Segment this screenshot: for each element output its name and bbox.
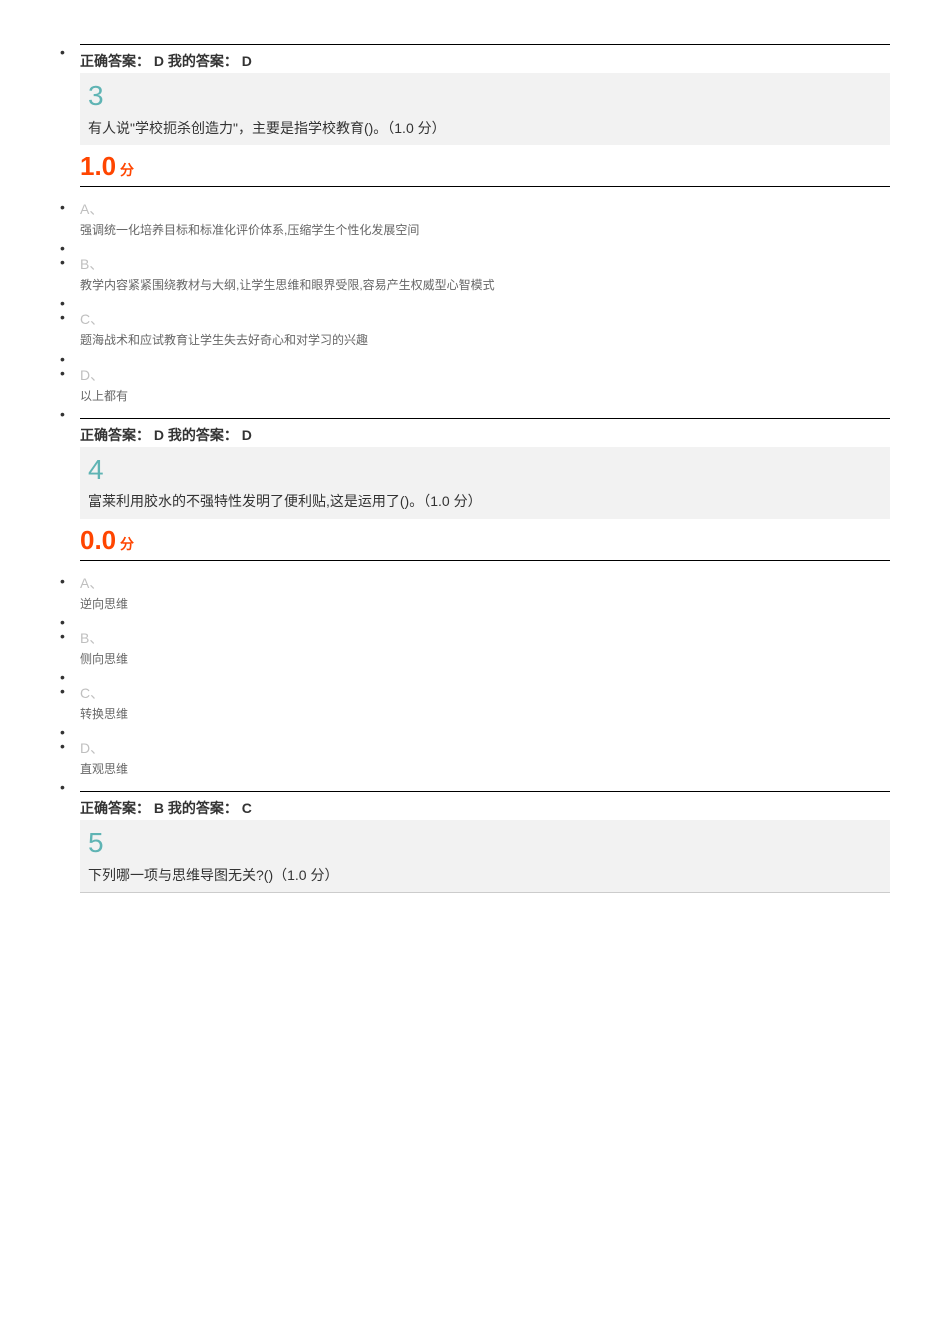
list-item [60,724,890,738]
list-item: 正确答案： B 我的答案： C 5 下列哪一项与思维导图无关?()（1.0 分） [60,779,890,893]
option-label-a: A、 [80,573,890,593]
list-item [60,240,890,254]
option-text: 直观思维 [80,760,890,779]
option-text: 教学内容紧紧围绕教材与大纲,让学生思维和眼界受限,容易产生权威型心智模式 [80,276,890,295]
question-text: 有人说"学校扼杀创造力"，主要是指学校教育()。（1.0 分） [88,117,882,139]
list-item: B、 侧向思维 [60,628,890,669]
option-text: 强调统一化培养目标和标准化评价体系,压缩学生个性化发展空间 [80,221,890,240]
option-label-c: C、 [80,309,890,329]
option-label-d: D、 [80,738,890,758]
option-text: 逆向思维 [80,595,890,614]
list-item: D、 以上都有 [60,365,890,406]
option-text: 侧向思维 [80,650,890,669]
correct-answer-label: 正确答案： [80,800,150,816]
option-label-b: B、 [80,254,890,274]
list-item: 正确答案： D 我的答案： D 4 富莱利用胶水的不强特性发明了便利贴,这是运用… [60,406,890,561]
correct-answer-value: D [154,53,164,69]
question-list: 正确答案： D 我的答案： D 3 有人说"学校扼杀创造力"，主要是指学校教育(… [60,44,890,893]
option-label-a: A、 [80,199,890,219]
option-label-d: D、 [80,365,890,385]
list-item: B、 教学内容紧紧围绕教材与大纲,让学生思维和眼界受限,容易产生权威型心智模式 [60,254,890,295]
option-label-c: C、 [80,683,890,703]
list-item: A、 强调统一化培养目标和标准化评价体系,压缩学生个性化发展空间 [60,199,890,240]
question-block-3: 3 有人说"学校扼杀创造力"，主要是指学校教育()。（1.0 分） [80,73,890,145]
correct-answer-label: 正确答案： [80,427,150,443]
question-text: 富莱利用胶水的不强特性发明了便利贴,这是运用了()。（1.0 分） [88,490,882,512]
list-item [60,614,890,628]
option-text: 题海战术和应试教育让学生失去好奇心和对学习的兴趣 [80,331,890,350]
question-number: 4 [88,453,882,487]
my-answer-label: 我的答案： [168,800,238,816]
score-unit: 分 [116,162,134,178]
list-item: 正确答案： D 我的答案： D 3 有人说"学校扼杀创造力"，主要是指学校教育(… [60,44,890,187]
option-text: 以上都有 [80,387,890,406]
correct-answer-value: B [154,800,164,816]
my-answer-label: 我的答案： [168,53,238,69]
list-item: A、 逆向思维 [60,573,890,614]
score-value: 1.0 [80,151,116,181]
list-item [60,351,890,365]
score-line: 0.0 分 [80,519,890,561]
score-line: 1.0 分 [80,145,890,187]
score-value: 0.0 [80,525,116,555]
correct-answer-label: 正确答案： [80,53,150,69]
my-answer-label: 我的答案： [168,427,238,443]
correct-answer-value: D [154,427,164,443]
answer-bar: 正确答案： D 我的答案： D [80,44,890,71]
list-item: D、 直观思维 [60,738,890,779]
question-text: 下列哪一项与思维导图无关?()（1.0 分） [88,864,882,886]
question-block-5: 5 下列哪一项与思维导图无关?()（1.0 分） [80,820,890,893]
question-number: 5 [88,826,882,860]
list-item: C、 题海战术和应试教育让学生失去好奇心和对学习的兴趣 [60,309,890,350]
list-item: C、 转换思维 [60,683,890,724]
question-block-4: 4 富莱利用胶水的不强特性发明了便利贴,这是运用了()。（1.0 分） [80,447,890,519]
option-text: 转换思维 [80,705,890,724]
list-item [60,295,890,309]
my-answer-value: D [242,53,252,69]
answer-bar: 正确答案： B 我的答案： C [80,791,890,818]
answer-bar: 正确答案： D 我的答案： D [80,418,890,445]
my-answer-value: C [242,800,252,816]
list-item [60,669,890,683]
question-number: 3 [88,79,882,113]
option-label-b: B、 [80,628,890,648]
my-answer-value: D [242,427,252,443]
score-unit: 分 [116,536,134,552]
